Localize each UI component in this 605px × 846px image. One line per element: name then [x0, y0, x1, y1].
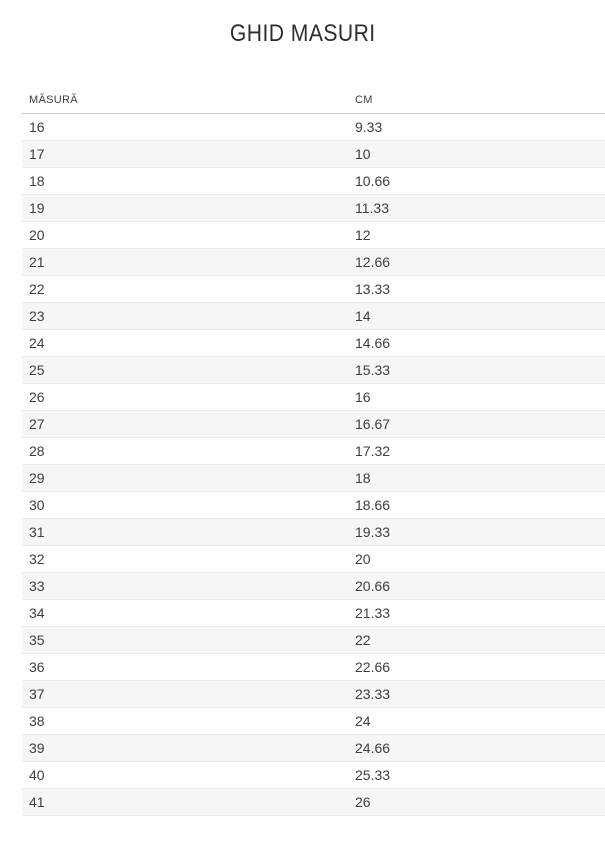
size-cell: 30 — [22, 491, 348, 519]
size-cell: 21 — [22, 248, 348, 276]
table-row: 27 16.67 — [22, 410, 605, 438]
table-row: 39 24.66 — [22, 734, 605, 762]
size-cell: 39 — [22, 734, 348, 762]
table-row: 25 15.33 — [22, 356, 605, 384]
cm-cell: 10 — [348, 140, 605, 168]
cm-cell: 11.33 — [348, 194, 605, 222]
size-cell: 20 — [22, 221, 348, 249]
size-cell: 17 — [22, 140, 348, 168]
table-row: 18 10.66 — [22, 167, 605, 195]
size-cell: 26 — [22, 383, 348, 411]
size-cell: 18 — [22, 167, 348, 195]
size-cell: 40 — [22, 761, 348, 789]
size-cell: 24 — [22, 329, 348, 357]
table-row: 32 20 — [22, 545, 605, 573]
cm-cell: 20 — [348, 545, 605, 573]
cm-cell: 18 — [348, 464, 605, 492]
size-cell: 34 — [22, 599, 348, 627]
size-cell: 33 — [22, 572, 348, 600]
cm-cell: 24.66 — [348, 734, 605, 762]
size-cell: 29 — [22, 464, 348, 492]
table-row: 41 26 — [22, 788, 605, 816]
size-cell: 31 — [22, 518, 348, 546]
table-row: 31 19.33 — [22, 518, 605, 546]
cm-cell: 17.32 — [348, 437, 605, 465]
cm-cell: 19.33 — [348, 518, 605, 546]
size-cell: 19 — [22, 194, 348, 222]
table-row: 22 13.33 — [22, 275, 605, 303]
table-row: 38 24 — [22, 707, 605, 735]
table-row: 19 11.33 — [22, 194, 605, 222]
column-header-cm: CM — [348, 94, 605, 114]
size-cell: 37 — [22, 680, 348, 708]
size-cell: 36 — [22, 653, 348, 681]
column-header-size: MĂSURĂ — [22, 94, 348, 114]
table-row: 29 18 — [22, 464, 605, 492]
size-cell: 23 — [22, 302, 348, 330]
table-row: 16 9.33 — [22, 113, 605, 141]
cm-cell: 21.33 — [348, 599, 605, 627]
table-row: 17 10 — [22, 140, 605, 168]
size-cell: 16 — [22, 113, 348, 141]
cm-cell: 18.66 — [348, 491, 605, 519]
size-guide-table: MĂSURĂ CM 16 9.33 17 10 18 10.66 19 11.33 20 12 21… — [22, 94, 605, 816]
cm-cell: 12.66 — [348, 248, 605, 276]
table-row: 23 14 — [22, 302, 605, 330]
cm-cell: 22.66 — [348, 653, 605, 681]
cm-cell: 14 — [348, 302, 605, 330]
cm-cell: 23.33 — [348, 680, 605, 708]
page-title-text: GHID MASURI — [229, 20, 376, 47]
header-row: MĂSURĂ CM — [22, 94, 605, 114]
cm-cell: 12 — [348, 221, 605, 249]
table-row: 33 20.66 — [22, 572, 605, 600]
table-row: 21 12.66 — [22, 248, 605, 276]
table-row: 28 17.32 — [22, 437, 605, 465]
table-row: 40 25.33 — [22, 761, 605, 789]
table-row: 20 12 — [22, 221, 605, 249]
cm-cell: 25.33 — [348, 761, 605, 789]
cm-cell: 15.33 — [348, 356, 605, 384]
size-cell: 38 — [22, 707, 348, 735]
table-row: 37 23.33 — [22, 680, 605, 708]
size-guide-table-body: 16 9.33 17 10 18 10.66 19 11.33 20 12 21 12.66 22 13.… — [22, 113, 605, 816]
cm-cell: 24 — [348, 707, 605, 735]
size-cell: 27 — [22, 410, 348, 438]
table-row: 35 22 — [22, 626, 605, 654]
cm-cell: 9.33 — [348, 113, 605, 141]
size-cell: 35 — [22, 626, 348, 654]
size-cell: 25 — [22, 356, 348, 384]
page-title: GHID MASURI — [0, 20, 605, 48]
size-cell: 32 — [22, 545, 348, 573]
table-row: 24 14.66 — [22, 329, 605, 357]
cm-cell: 22 — [348, 626, 605, 654]
cm-cell: 10.66 — [348, 167, 605, 195]
cm-cell: 16.67 — [348, 410, 605, 438]
size-guide-table-header: MĂSURĂ CM — [22, 94, 605, 114]
cm-cell: 20.66 — [348, 572, 605, 600]
table-row: 34 21.33 — [22, 599, 605, 627]
size-cell: 28 — [22, 437, 348, 465]
table-row: 30 18.66 — [22, 491, 605, 519]
cm-cell: 13.33 — [348, 275, 605, 303]
cm-cell: 16 — [348, 383, 605, 411]
table-row: 26 16 — [22, 383, 605, 411]
cm-cell: 14.66 — [348, 329, 605, 357]
size-cell: 41 — [22, 788, 348, 816]
table-row: 36 22.66 — [22, 653, 605, 681]
size-cell: 22 — [22, 275, 348, 303]
cm-cell: 26 — [348, 788, 605, 816]
